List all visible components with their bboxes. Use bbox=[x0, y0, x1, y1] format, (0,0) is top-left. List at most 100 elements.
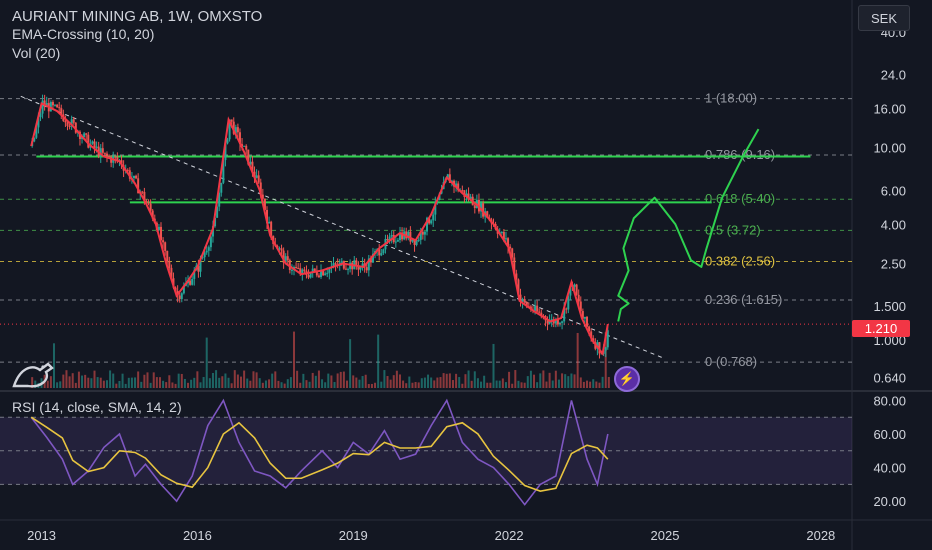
currency-button[interactable]: SEK bbox=[858, 5, 910, 31]
candle-body bbox=[380, 253, 383, 256]
volume-bar bbox=[165, 382, 168, 388]
volume-bar bbox=[586, 380, 589, 388]
candle-body bbox=[132, 175, 135, 179]
candle-body bbox=[238, 132, 241, 145]
candle-body bbox=[359, 266, 362, 270]
volume-bar bbox=[62, 374, 65, 388]
volume-bar bbox=[458, 377, 461, 388]
time-axis-tick: 2025 bbox=[651, 528, 680, 543]
candle-body bbox=[224, 143, 227, 161]
volume-bar bbox=[579, 377, 582, 388]
volume-bar bbox=[352, 375, 355, 388]
candle-body bbox=[226, 139, 229, 144]
candle-body bbox=[430, 220, 433, 224]
tradingview-logo-icon[interactable] bbox=[10, 358, 56, 392]
volume-bar bbox=[604, 332, 607, 388]
rsi-indicator-label[interactable]: RSI (14, close, SMA, 14, 2) bbox=[12, 399, 182, 415]
candle-body bbox=[434, 201, 437, 215]
candle-body bbox=[74, 122, 77, 133]
volume-bar bbox=[277, 380, 280, 388]
ema-line bbox=[30, 101, 609, 357]
candle-body bbox=[386, 238, 389, 241]
volume-bar bbox=[112, 373, 115, 388]
rsi-axis-tick: 40.00 bbox=[873, 461, 906, 476]
volume-bar bbox=[105, 380, 108, 388]
volume-bar bbox=[582, 381, 585, 388]
candle-body bbox=[280, 248, 283, 251]
candle-body bbox=[371, 253, 374, 263]
volume-bar bbox=[374, 382, 377, 388]
candle-body bbox=[519, 294, 522, 302]
candle-body bbox=[326, 272, 329, 274]
volume-indicator-label[interactable]: Vol (20) bbox=[12, 45, 61, 61]
candle-body bbox=[415, 240, 418, 245]
candle-body bbox=[241, 144, 244, 147]
candle-body bbox=[548, 320, 551, 324]
volume-bar bbox=[218, 377, 221, 388]
candle-body bbox=[39, 113, 42, 118]
volume-bar bbox=[205, 337, 208, 388]
volume-bar bbox=[215, 370, 218, 388]
volume-bar bbox=[249, 380, 252, 388]
volume-bar bbox=[370, 383, 373, 388]
volume-bar bbox=[420, 378, 423, 388]
candle-body bbox=[469, 196, 472, 200]
candle-body bbox=[189, 280, 192, 285]
candle-body bbox=[463, 190, 466, 197]
candle-body bbox=[168, 261, 171, 268]
volume-bar bbox=[314, 375, 317, 388]
volume-bar bbox=[476, 378, 479, 388]
volume-bar bbox=[183, 378, 186, 388]
candle-body bbox=[521, 299, 524, 302]
candle-body bbox=[170, 267, 173, 279]
volume-bar bbox=[140, 381, 143, 388]
lightning-icon[interactable]: ⚡ bbox=[614, 366, 640, 392]
candle-body bbox=[261, 194, 264, 199]
fib-level-label: 0.786 (9.16) bbox=[705, 147, 775, 162]
candle-body bbox=[249, 161, 252, 165]
candle-body bbox=[606, 330, 609, 348]
volume-bar bbox=[224, 373, 227, 388]
price-axis-tick: 16.00 bbox=[873, 101, 906, 116]
volume-bar bbox=[430, 377, 433, 388]
volume-bar bbox=[592, 379, 595, 388]
candle-body bbox=[322, 270, 325, 276]
volume-bar bbox=[311, 372, 314, 388]
candle-body bbox=[455, 183, 458, 187]
volume-bar bbox=[595, 381, 598, 388]
candle-body bbox=[299, 268, 302, 275]
volume-bar bbox=[377, 334, 380, 388]
candle-body bbox=[388, 236, 391, 241]
candle-body bbox=[390, 234, 393, 237]
candle-body bbox=[99, 148, 102, 157]
candle-body bbox=[270, 221, 273, 236]
candle-body bbox=[214, 217, 217, 227]
candle-body bbox=[290, 269, 293, 271]
volume-bar bbox=[545, 381, 548, 388]
candle-body bbox=[182, 285, 185, 294]
volume-bar bbox=[448, 373, 451, 388]
rsi-line bbox=[30, 398, 609, 506]
candle-body bbox=[411, 239, 414, 242]
candle-body bbox=[56, 104, 59, 108]
candle-body bbox=[467, 193, 470, 200]
candle-body bbox=[480, 203, 483, 212]
ema-indicator-label[interactable]: EMA-Crossing (10, 20) bbox=[12, 26, 155, 42]
volume-bar bbox=[296, 370, 299, 388]
volume-bar bbox=[330, 375, 333, 388]
candle-body bbox=[426, 217, 428, 232]
candle-body bbox=[137, 178, 140, 194]
candle-body bbox=[317, 275, 320, 278]
candle-body bbox=[66, 122, 69, 126]
candle-body bbox=[157, 226, 160, 230]
volume-bar bbox=[486, 382, 489, 388]
candle-body bbox=[540, 312, 543, 316]
candle-body bbox=[446, 174, 449, 179]
volume-bar bbox=[526, 376, 529, 388]
volume-bar bbox=[124, 383, 127, 388]
volume-bar bbox=[554, 370, 557, 388]
candle-body bbox=[523, 299, 526, 303]
candle-body bbox=[164, 242, 167, 251]
candle-body bbox=[160, 226, 163, 241]
